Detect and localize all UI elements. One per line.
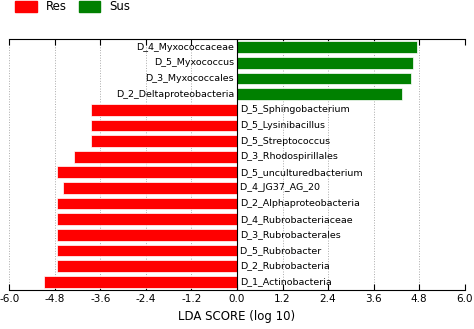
- Text: D_5_Streptococcus: D_5_Streptococcus: [240, 137, 330, 145]
- Text: D_3_Myxococcales: D_3_Myxococcales: [146, 74, 234, 83]
- Bar: [57, 229, 237, 241]
- Bar: [57, 260, 237, 272]
- X-axis label: LDA SCORE (log 10): LDA SCORE (log 10): [178, 310, 296, 323]
- Text: D_2_Rubrobacteria: D_2_Rubrobacteria: [240, 262, 330, 270]
- Bar: [63, 182, 237, 194]
- Bar: [237, 57, 413, 69]
- Bar: [91, 119, 237, 131]
- Bar: [74, 151, 237, 163]
- Text: D_4_Rubrobacteriaceae: D_4_Rubrobacteriaceae: [240, 215, 353, 224]
- Text: D_5_Sphingobacterium: D_5_Sphingobacterium: [240, 105, 350, 114]
- Bar: [57, 213, 237, 225]
- Legend: Res, Sus: Res, Sus: [15, 0, 130, 13]
- Bar: [57, 244, 237, 256]
- Bar: [237, 41, 417, 53]
- Bar: [237, 73, 411, 85]
- Bar: [91, 104, 237, 116]
- Bar: [91, 135, 237, 147]
- Bar: [57, 198, 237, 210]
- Text: D_5_Myxococcus: D_5_Myxococcus: [154, 59, 234, 67]
- Bar: [57, 166, 237, 178]
- Text: D_5_unculturedbacterium: D_5_unculturedbacterium: [240, 168, 363, 177]
- Bar: [237, 88, 402, 100]
- Text: D_2_Alphaproteobacteria: D_2_Alphaproteobacteria: [240, 199, 360, 208]
- Text: D_3_Rubrobacterales: D_3_Rubrobacterales: [240, 230, 341, 239]
- Text: D_1_Actinobacteria: D_1_Actinobacteria: [240, 277, 332, 286]
- Bar: [44, 276, 237, 288]
- Text: D_4_Myxococcaceae: D_4_Myxococcaceae: [136, 43, 234, 52]
- Text: D_3_Rhodospirillales: D_3_Rhodospirillales: [240, 152, 338, 161]
- Text: D_4_JG37_AG_20: D_4_JG37_AG_20: [240, 184, 323, 192]
- Text: D_2_Deltaproteobacteria: D_2_Deltaproteobacteria: [116, 90, 234, 99]
- Text: D_5_Rubrobacter: D_5_Rubrobacter: [240, 246, 324, 255]
- Text: D_5_Lysinibacillus: D_5_Lysinibacillus: [240, 121, 325, 130]
